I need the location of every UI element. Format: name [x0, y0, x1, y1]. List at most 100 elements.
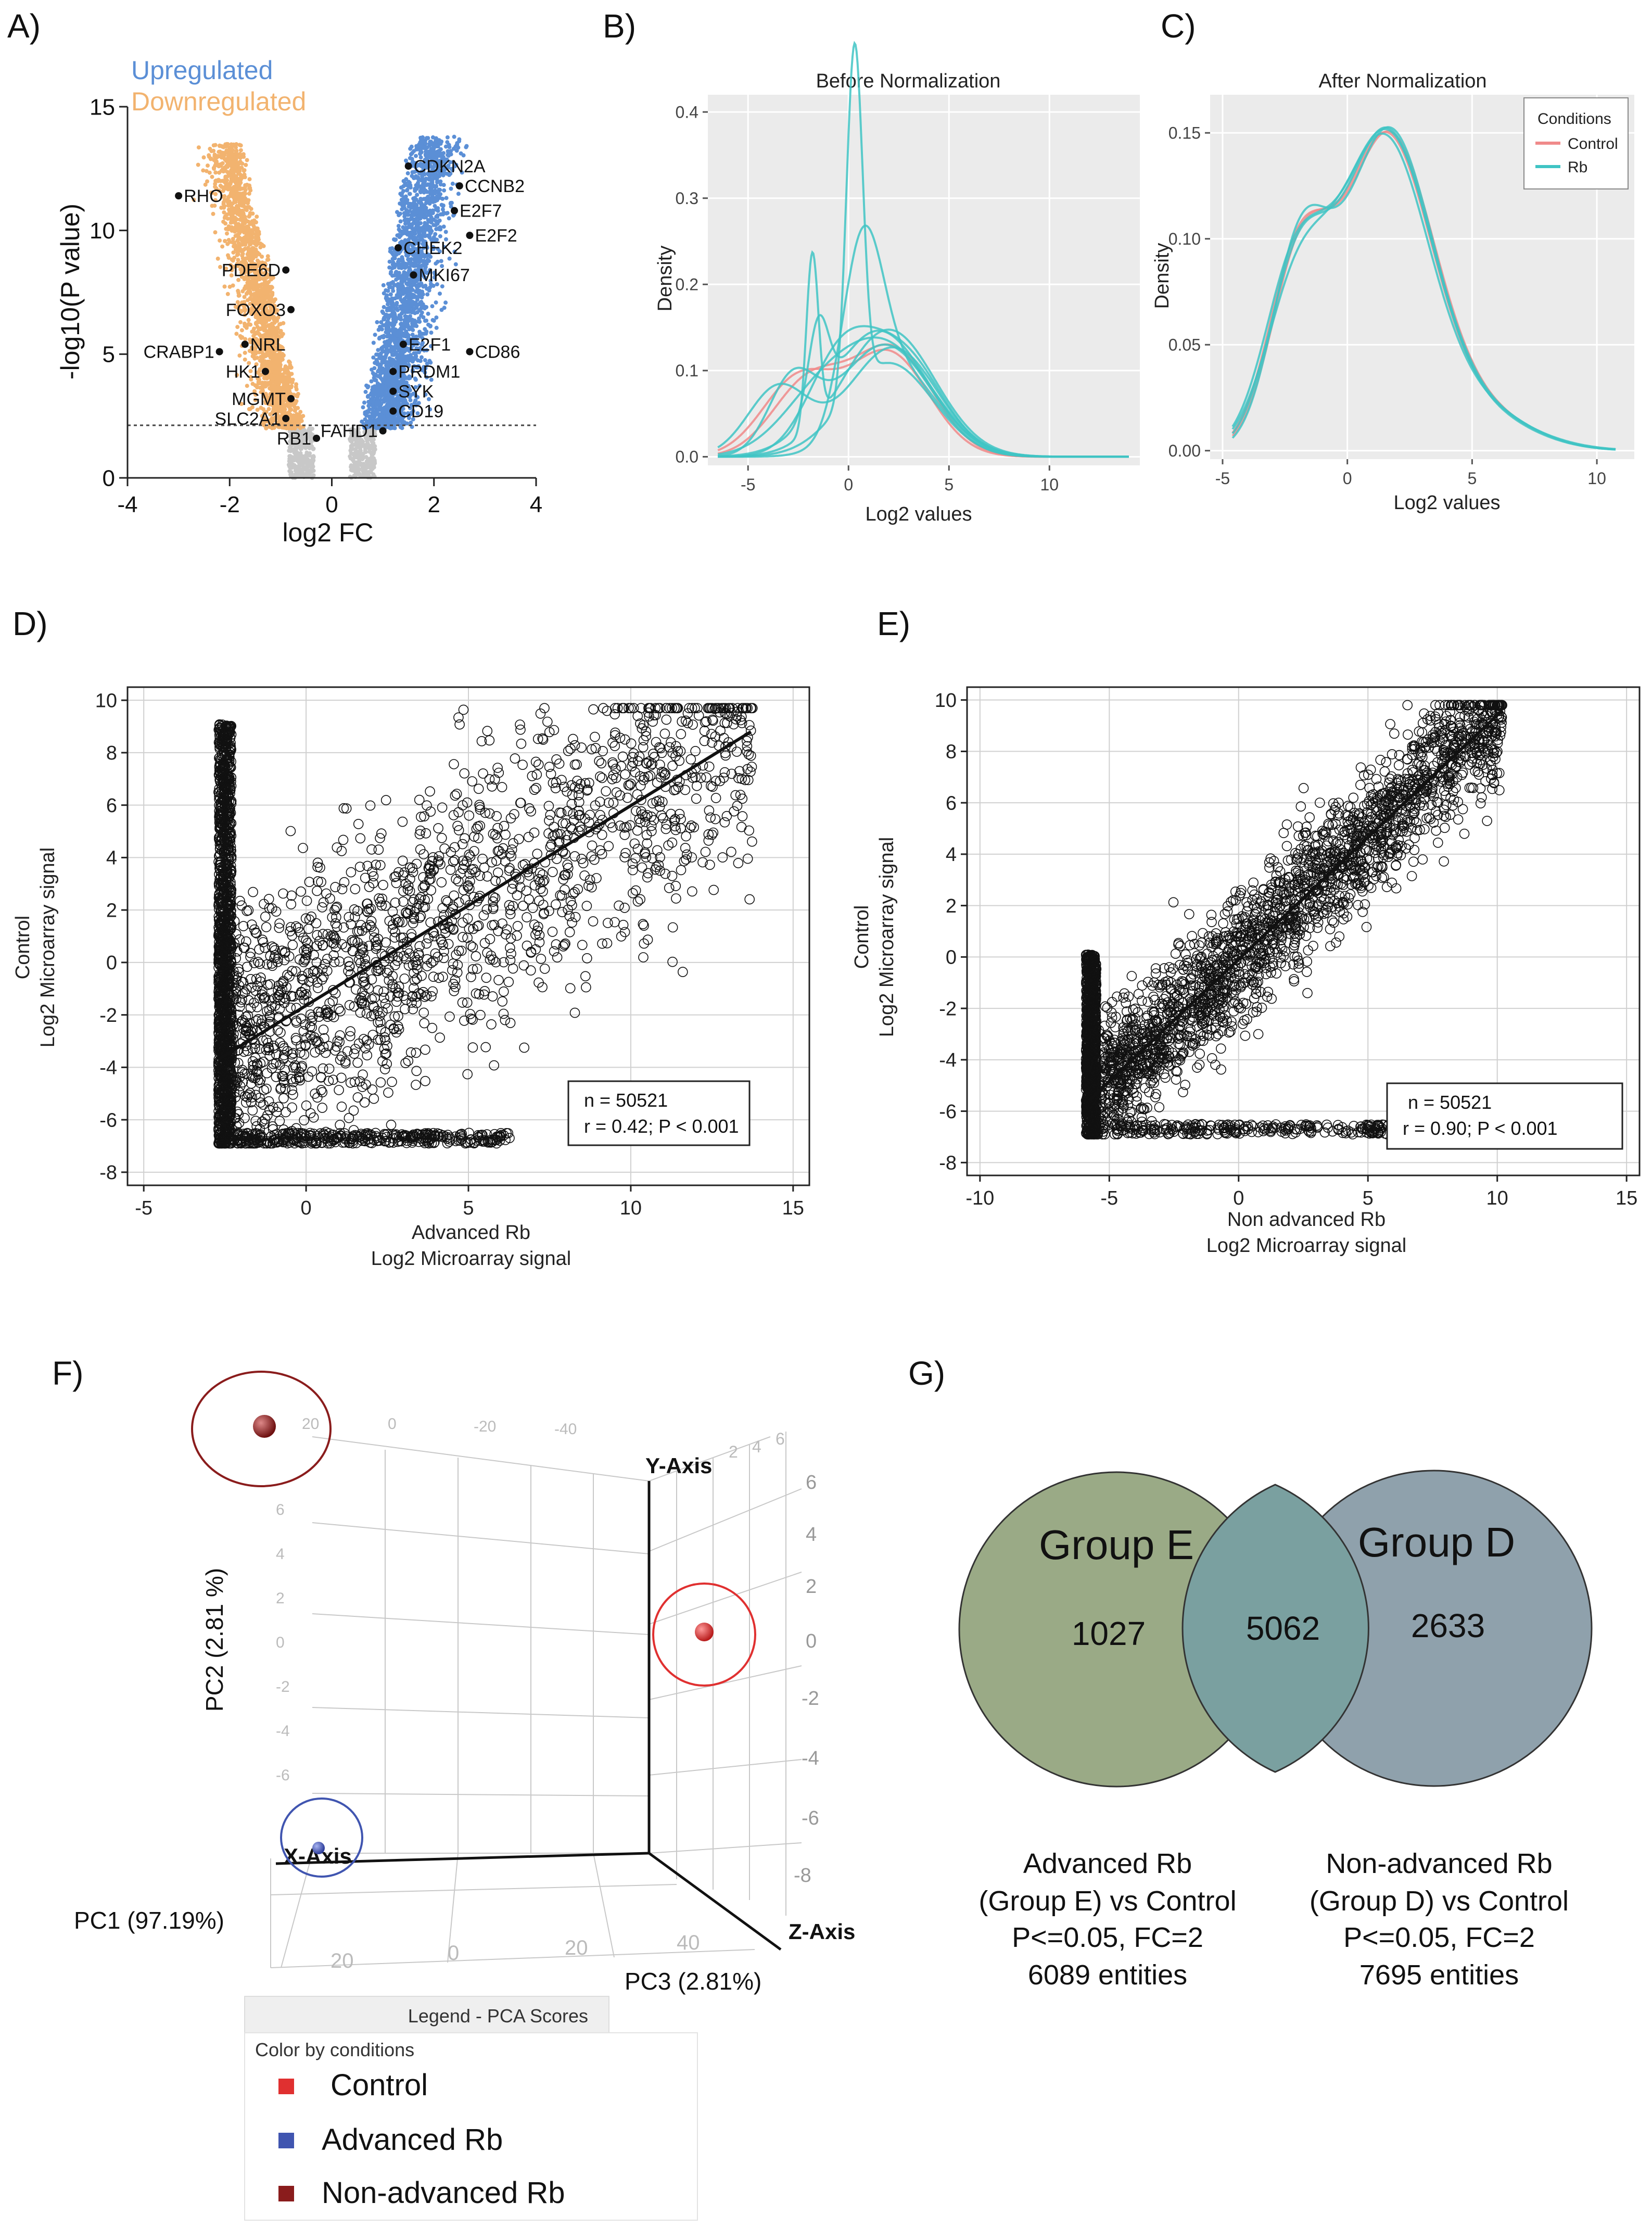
volcano-point — [366, 399, 371, 404]
volcano-point — [433, 232, 438, 236]
gene-label: E2F2 — [475, 226, 517, 246]
volcano-point — [243, 175, 247, 180]
volcano-point — [400, 258, 405, 262]
volcano-point — [438, 234, 442, 238]
volcano-point — [222, 210, 226, 214]
y-tick-label: 0.15 — [1168, 123, 1201, 142]
volcano-point — [414, 306, 419, 310]
volcano-point — [219, 163, 223, 168]
volcano-point — [418, 216, 423, 220]
y-tick-label: 0.3 — [676, 189, 698, 208]
volcano-point — [240, 161, 245, 166]
volcano-point — [252, 326, 256, 331]
volcano-point — [404, 275, 409, 280]
volcano-point — [246, 322, 251, 326]
volcano-point — [443, 144, 448, 149]
volcano-point — [238, 166, 243, 170]
volcano-point — [230, 211, 234, 216]
y-tick-label: 0.2 — [676, 275, 698, 294]
volcano-point — [397, 235, 402, 239]
volcano-point — [397, 227, 401, 232]
volcano-point — [428, 178, 433, 182]
volcano-x-label: log2 FC — [282, 518, 373, 547]
volcano-point — [452, 134, 456, 139]
volcano-point — [245, 158, 249, 162]
volcano-point — [258, 245, 263, 250]
volcano-point — [386, 367, 390, 372]
volcano-point — [401, 353, 405, 358]
volcano-point — [282, 381, 286, 386]
volcano-point — [307, 458, 311, 463]
volcano-point — [396, 276, 401, 281]
x-tick-label: -5 — [741, 475, 755, 494]
volcano-point — [231, 240, 235, 245]
volcano-point — [402, 218, 407, 223]
volcano-point — [397, 283, 402, 288]
volcano-point — [429, 331, 434, 335]
volcano-point — [393, 237, 398, 242]
volcano-point — [382, 399, 386, 404]
volcano-point — [431, 199, 436, 204]
volcano-point — [446, 149, 450, 154]
volcano-point — [350, 458, 355, 462]
volcano-point — [435, 221, 440, 226]
volcano-point — [434, 138, 438, 143]
volcano-point — [388, 426, 393, 431]
volcano-point — [237, 353, 242, 358]
volcano-point — [265, 254, 270, 259]
volcano-point — [234, 222, 238, 226]
volcano-point — [387, 415, 392, 420]
volcano-point — [410, 150, 415, 155]
x-tick-label: 2 — [428, 492, 440, 517]
volcano-point — [360, 465, 365, 470]
volcano-point — [235, 217, 239, 222]
gene-label: RHO — [184, 186, 223, 206]
volcano-point — [403, 212, 408, 216]
volcano-point — [262, 376, 266, 381]
volcano-point — [375, 352, 380, 357]
volcano-point — [231, 156, 236, 161]
volcano-point — [416, 181, 421, 185]
volcano-point — [409, 144, 414, 149]
volcano-point — [448, 201, 453, 206]
volcano-point — [401, 331, 405, 336]
volcano-point — [235, 250, 239, 255]
volcano-point — [243, 337, 248, 341]
volcano-point — [215, 154, 220, 158]
volcano-point — [287, 458, 292, 462]
legend-label-control: Control — [1568, 135, 1618, 153]
volcano-point — [413, 231, 417, 236]
volcano-point — [204, 169, 209, 173]
x-tick-label: 0 — [325, 492, 338, 517]
density-after-y-label: Density — [1151, 243, 1173, 309]
volcano-point — [449, 186, 453, 191]
y-tick-label: 0.10 — [1168, 230, 1201, 248]
volcano-point — [222, 284, 227, 289]
y-tick-label: 10 — [90, 218, 115, 244]
gene-marker — [399, 340, 407, 348]
volcano-point — [214, 159, 219, 164]
volcano-point — [299, 471, 304, 475]
volcano-point — [206, 163, 210, 168]
volcano-point — [424, 176, 428, 181]
volcano-point — [398, 315, 403, 320]
volcano-point — [408, 156, 412, 160]
gene-label: MKI67 — [419, 265, 470, 285]
volcano-point — [424, 136, 429, 141]
volcano-point — [238, 177, 243, 182]
volcano-point — [420, 310, 424, 315]
volcano-point — [289, 365, 294, 370]
volcano-point — [246, 284, 251, 289]
volcano-point — [435, 259, 440, 264]
volcano-point — [424, 318, 429, 323]
volcano-point — [213, 143, 218, 147]
volcano-point — [409, 231, 414, 235]
volcano-point — [304, 450, 309, 455]
volcano-point — [438, 182, 443, 187]
volcano-point — [296, 391, 300, 396]
x-tick-label: 10 — [1587, 469, 1606, 488]
volcano-point — [405, 282, 410, 287]
volcano-point — [447, 216, 451, 221]
panel-label-d: D) — [12, 605, 48, 642]
gene-label: PDE6D — [222, 261, 281, 281]
